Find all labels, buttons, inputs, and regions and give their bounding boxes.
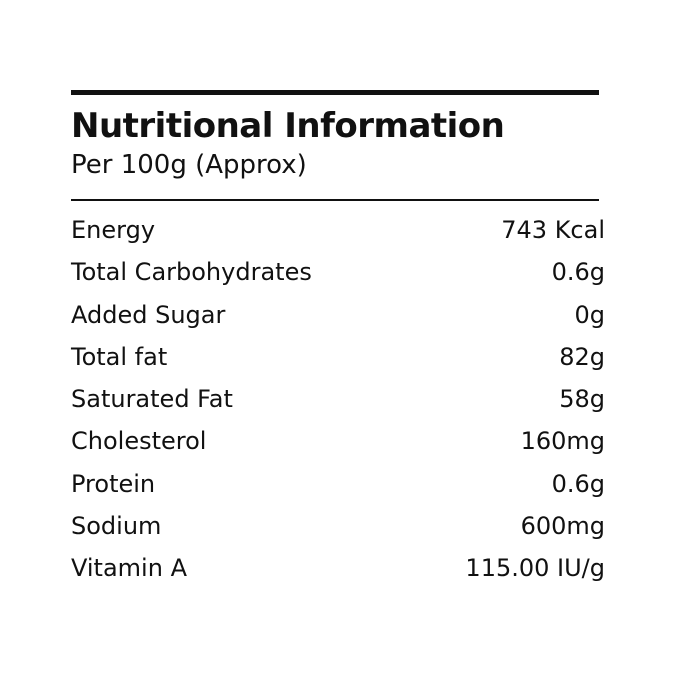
- nutrition-table: Energy 743 Kcal Total Carbohydrates 0.6g Add…: [71, 209, 605, 590]
- nutrient-amount: 0g: [574, 300, 605, 329]
- table-row: Saturated Fat 58g: [71, 378, 605, 420]
- nutrient-amount: 743 Kcal: [501, 216, 605, 244]
- nutrient-name: Energy: [71, 216, 156, 244]
- nutrient-amount: 600mg: [520, 512, 605, 541]
- subtitle: Per 100g (Approx): [71, 150, 307, 180]
- table-row: Total Carbohydrates 0.6g: [71, 251, 605, 293]
- table-row: Total fat 82g: [71, 336, 605, 378]
- nutrient-name: Sodium: [71, 512, 162, 541]
- nutrient-amount: 115.00 IU/g: [465, 554, 605, 583]
- divider: [71, 199, 599, 201]
- nutrient-name: Cholesterol: [71, 427, 207, 456]
- nutrient-name: Saturated Fat: [71, 385, 233, 414]
- table-row: Cholesterol 160mg: [71, 420, 605, 462]
- nutrient-amount: 0.6g: [551, 258, 605, 287]
- nutrient-amount: 160mg: [520, 427, 605, 456]
- nutrient-amount: 0.6g: [551, 469, 605, 498]
- nutrient-name: Added Sugar: [71, 300, 226, 329]
- nutrient-amount: 58g: [559, 385, 605, 414]
- table-row: Added Sugar 0g: [71, 294, 605, 336]
- title: Nutritional Information: [71, 106, 505, 146]
- table-row: Vitamin A 115.00 IU/g: [71, 547, 605, 589]
- nutrient-amount: 82g: [559, 342, 605, 371]
- table-row: Sodium 600mg: [71, 505, 605, 547]
- nutrient-name: Vitamin A: [71, 554, 187, 583]
- table-row: Protein 0.6g: [71, 463, 605, 505]
- table-row: Energy 743 Kcal: [71, 209, 605, 251]
- nutrient-name: Total Carbohydrates: [71, 258, 312, 287]
- top-rule: [71, 90, 599, 95]
- nutrient-name: Protein: [71, 469, 156, 498]
- nutrient-name: Total fat: [71, 342, 168, 371]
